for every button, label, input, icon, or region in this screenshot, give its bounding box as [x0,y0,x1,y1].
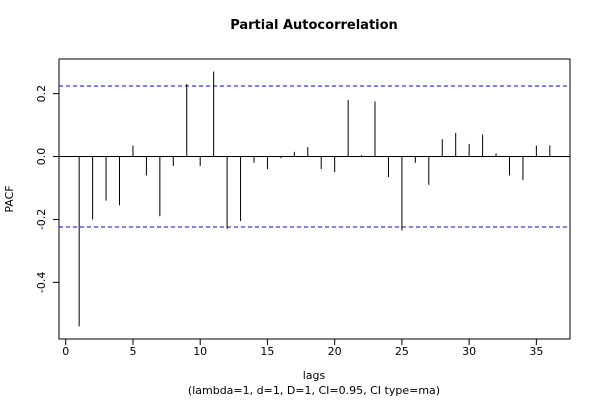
x-tick-label: 30 [462,345,476,358]
y-tick-label: -0.4 [35,272,48,293]
x-tick-label: 20 [328,345,342,358]
y-axis: -0.4 -0.2 0.0 0.2 [35,85,59,293]
x-axis-label: lags [303,369,326,382]
y-tick-label: 0.2 [35,85,48,103]
x-axis: 0 5 10 15 20 25 30 35 [62,339,543,358]
y-axis-label: PACF [3,185,16,212]
x-tick-label: 5 [129,345,136,358]
x-tick-label: 35 [529,345,543,358]
y-tick-label: 0.0 [35,148,48,166]
plot-frame [58,58,571,340]
chart-subtitle: (lambda=1, d=1, D=1, CI=0.95, CI type=ma… [188,384,440,397]
chart-title: Partial Autocorrelation [230,18,398,33]
x-tick-label: 15 [260,345,274,358]
x-tick-label: 25 [395,345,409,358]
pacf-bars [78,71,551,327]
x-tick-label: 10 [193,345,207,358]
y-tick-label: -0.2 [35,209,48,230]
x-tick-label: 0 [62,345,69,358]
